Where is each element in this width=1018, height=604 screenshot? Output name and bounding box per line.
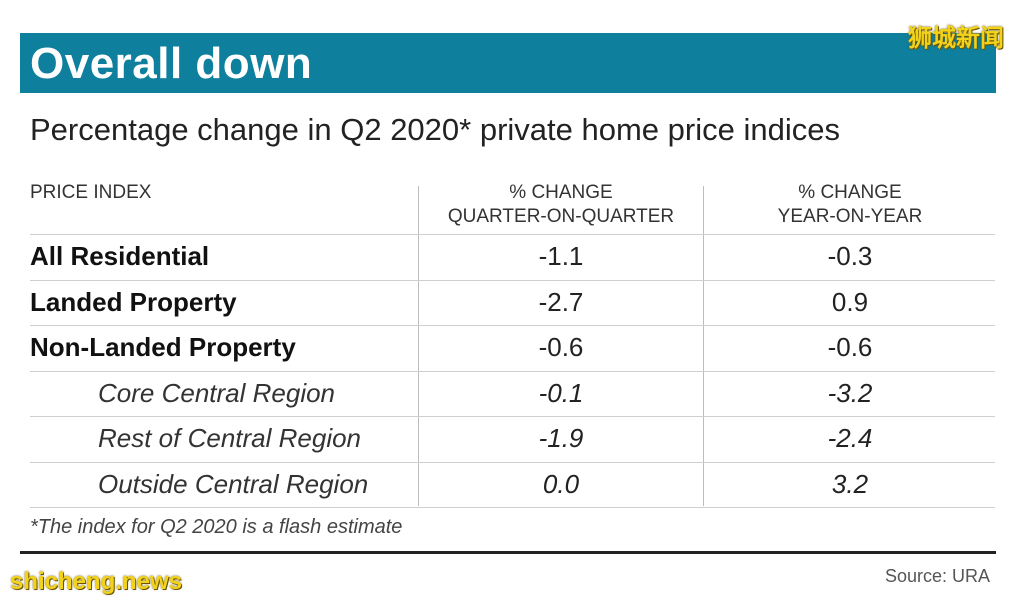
qoq-value: 0.0 [542,468,580,499]
header-yoy: % CHANGE YEAR-ON-YEAR [705,181,995,229]
row-label: All Residential [30,241,210,271]
table-row: Outside Central Region 0.0 3.2 [0,462,1018,507]
source-credit: Source: URA [884,566,990,586]
row-divider [30,507,995,508]
yoy-value: -3.2 [827,377,873,408]
header-price-index: PRICE INDEX [30,181,151,205]
row-divider [30,370,995,372]
column-divider-1 [418,186,419,506]
column-divider-2 [703,186,704,506]
header-qoq-line1: % CHANGE [509,182,613,203]
header-price-index-label: PRICE INDEX [30,182,152,203]
yoy-value: -0.3 [827,241,873,271]
header-qoq-line2: QUARTER-ON-QUARTER [447,206,675,227]
row-divider [30,461,995,463]
qoq-value: -1.1 [538,241,584,271]
table-row: Core Central Region -0.1 -3.2 [0,371,1018,416]
table-row: Landed Property -2.7 0.9 [0,280,1018,325]
row-divider [30,325,995,326]
qoq-value: -0.6 [538,332,584,362]
bottom-rule [20,551,996,554]
qoq-value: -2.7 [538,286,584,317]
row-divider [30,234,995,235]
table-row: Non-Landed Property -0.6 -0.6 [0,325,1018,370]
row-label: Core Central Region [98,377,336,408]
header-yoy-line1: % CHANGE [798,182,902,203]
title-banner [20,33,996,93]
watermark-top: 狮城新闻 [908,24,1004,52]
table-row: All Residential -1.1 -0.3 [0,234,1018,279]
row-label: Rest of Central Region [98,423,362,453]
header-yoy-line2: YEAR-ON-YEAR [777,206,923,227]
yoy-value: 0.9 [831,286,869,317]
watermark-bottom: shicheng.news [10,568,183,595]
footnote: *The index for Q2 2020 is a flash estima… [30,516,403,538]
yoy-value: 3.2 [831,468,869,499]
yoy-value: -0.6 [827,332,873,362]
row-label: Landed Property [30,286,237,317]
yoy-value: -2.4 [827,423,873,453]
header-qoq: % CHANGE QUARTER-ON-QUARTER [420,181,702,229]
chart-title: Overall down [30,39,313,88]
qoq-value: -0.1 [538,377,584,408]
row-label: Outside Central Region [98,468,369,499]
chart-subtitle: Percentage change in Q2 2020* private ho… [30,112,840,147]
qoq-value: -1.9 [538,423,584,453]
row-divider [30,416,995,417]
table-row: Rest of Central Region -1.9 -2.4 [0,416,1018,461]
row-label: Non-Landed Property [30,332,296,362]
row-divider [30,279,995,281]
